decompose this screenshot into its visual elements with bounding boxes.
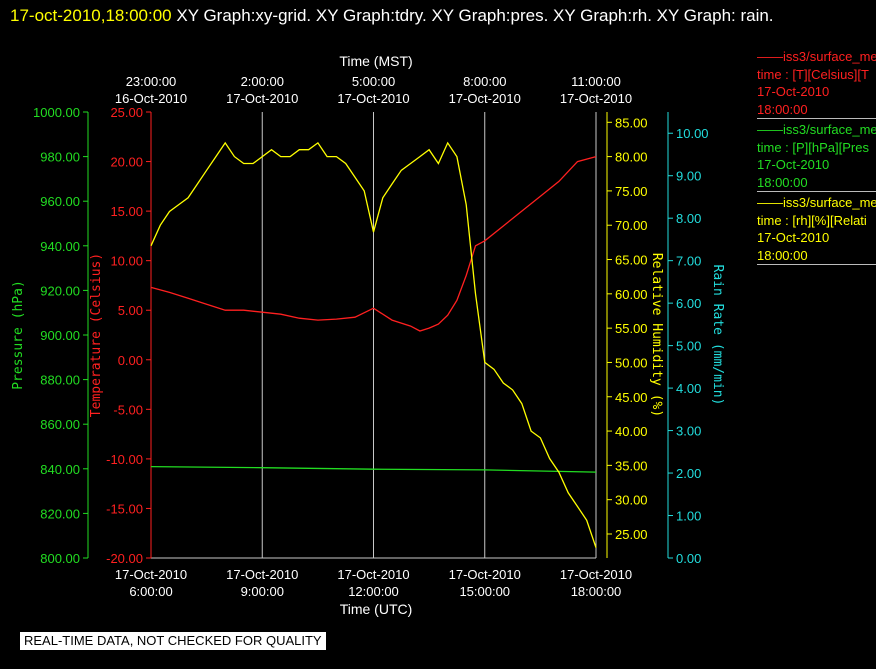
legend-time: 18:00:00 <box>757 247 808 263</box>
temperature-tick-label: 10.00 <box>110 254 143 269</box>
pressure-tick-label: 900.00 <box>40 328 80 343</box>
rh-tick-label: 50.00 <box>615 355 648 370</box>
temperature-tick-label: 15.00 <box>110 204 143 219</box>
rh-tick-label: 80.00 <box>615 150 648 165</box>
temperature-series-line <box>150 155 597 332</box>
rain-axis-label: Rain Rate (mm/min) <box>710 265 725 406</box>
rain-tick-label: 0.00 <box>676 551 701 566</box>
x-tick-time-utc: 9:00:00 <box>241 584 284 599</box>
x-tick-time-utc: 12:00:00 <box>348 584 399 599</box>
rh-tick-label: 85.00 <box>615 115 648 130</box>
rh-tick-label: 35.00 <box>615 458 648 473</box>
x-tick-time-mst: 8:00:00 <box>463 74 506 89</box>
axes <box>83 111 673 559</box>
pressure-tick-label: 940.00 <box>40 239 80 254</box>
rain-tick-label: 2.00 <box>676 466 701 481</box>
series-lines <box>150 141 597 548</box>
rain-tick-label: 6.00 <box>676 296 701 311</box>
grid-lines <box>150 112 597 558</box>
x-tick-date-mst: 17-Oct-2010 <box>337 91 409 106</box>
x-tick-time-utc: 6:00:00 <box>129 584 172 599</box>
rain-tick-label: 10.00 <box>676 126 709 141</box>
x-tick-time-mst: 2:00:00 <box>241 74 284 89</box>
pressure-tick-label: 1000.00 <box>33 105 80 120</box>
pressure-tick-label: 980.00 <box>40 150 80 165</box>
pressure-tick-label: 960.00 <box>40 194 80 209</box>
pressure-tick-label: 920.00 <box>40 283 80 298</box>
rh-tick-label: 30.00 <box>615 493 648 508</box>
title-graph-list: XY Graph:xy-grid. XY Graph:tdry. XY Grap… <box>176 6 774 25</box>
x-axis-label-utc: Time (UTC) <box>340 601 413 617</box>
rh-axis-label: Relative Humidity (%) <box>649 253 664 417</box>
legend-series: ——iss3/surface_me <box>757 122 876 137</box>
rh-tick-label: 65.00 <box>615 253 648 268</box>
page-title: 17-oct-2010,18:00:00 XY Graph:xy-grid. X… <box>10 2 860 30</box>
pressure-axis-label: Pressure (hPa) <box>11 280 26 390</box>
quality-disclaimer: REAL-TIME DATA, NOT CHECKED FOR QUALITY <box>20 632 326 650</box>
x-tick-date-utc: 17-Oct-2010 <box>449 567 521 582</box>
rain-tick-label: 4.00 <box>676 381 701 396</box>
x-axis-label-mst: Time (MST) <box>339 53 412 69</box>
pressure-tick-label: 840.00 <box>40 462 80 477</box>
legend-line2: time : [P][hPa][Pres <box>757 139 869 155</box>
pressure-series-line <box>150 465 597 473</box>
x-tick-time-mst: 5:00:00 <box>352 74 395 89</box>
title-timestamp: 17-oct-2010,18:00:00 <box>10 6 172 25</box>
temperature-tick-label: 0.00 <box>118 353 143 368</box>
temperature-tick-label: 20.00 <box>110 155 143 170</box>
legend-time: 18:00:00 <box>757 174 808 190</box>
rh-tick-label: 25.00 <box>615 527 648 542</box>
legend-date: 17-Oct-2010 <box>757 84 830 99</box>
x-tick-date-utc: 17-Oct-2010 <box>560 567 632 582</box>
rh-tick-label: 75.00 <box>615 184 648 199</box>
x-tick-date-utc: 17-Oct-2010 <box>115 567 187 582</box>
x-tick-time-mst: 11:00:00 <box>571 74 621 89</box>
x-tick-date-utc: 17-Oct-2010 <box>337 567 409 582</box>
rh-tick-label: 45.00 <box>615 390 648 405</box>
legend-series: ——iss3/surface_me <box>757 195 876 210</box>
temperature-axis-label: Temperature (Celsius) <box>89 253 104 417</box>
pressure-tick-label: 820.00 <box>40 506 80 521</box>
legend: ——iss3/surface_me time : [T][Celsius][T 17… <box>757 48 876 267</box>
x-tick-time-mst: 23:00:00 <box>126 74 177 89</box>
temperature-tick-label: -10.00 <box>106 452 143 467</box>
x-tick-time-utc: 15:00:00 <box>459 584 510 599</box>
temperature-tick-label: -5.00 <box>113 402 143 417</box>
legend-date: 17-Oct-2010 <box>757 230 830 245</box>
rain-tick-label: 7.00 <box>676 254 701 269</box>
axis-labels: 17-Oct-2010 6:00:00 17-Oct-2010 9:00:00 17-O… <box>11 53 725 617</box>
rain-tick-label: 5.00 <box>676 339 701 354</box>
x-tick-date-mst: 17-Oct-2010 <box>449 91 521 106</box>
rain-tick-label: 3.00 <box>676 424 701 439</box>
rh-tick-label: 70.00 <box>615 218 648 233</box>
rain-tick-label: 9.00 <box>676 169 701 184</box>
legend-date: 17-Oct-2010 <box>757 157 830 172</box>
legend-line2: time : [rh][%][Relati <box>757 212 867 228</box>
x-tick-date-mst: 17-Oct-2010 <box>560 91 632 106</box>
legend-series: ——iss3/surface_me <box>757 49 876 64</box>
legend-line2: time : [T][Celsius][T <box>757 66 869 82</box>
rh-series-line <box>150 141 597 548</box>
x-tick-date-mst: 17-Oct-2010 <box>226 91 298 106</box>
x-tick-date-mst: 16-Oct-2010 <box>115 91 187 106</box>
rh-tick-label: 40.00 <box>615 424 648 439</box>
pressure-tick-label: 800.00 <box>40 551 80 566</box>
legend-time: 18:00:00 <box>757 101 808 117</box>
pressure-tick-label: 880.00 <box>40 373 80 388</box>
rh-tick-label: 55.00 <box>615 321 648 336</box>
pressure-tick-label: 860.00 <box>40 417 80 432</box>
temperature-tick-label: 5.00 <box>118 303 143 318</box>
rh-tick-label: 60.00 <box>615 287 648 302</box>
x-tick-time-utc: 18:00:00 <box>571 584 622 599</box>
temperature-tick-label: -20.00 <box>106 551 143 566</box>
rain-tick-label: 1.00 <box>676 509 701 524</box>
temperature-tick-label: -15.00 <box>106 501 143 516</box>
temperature-tick-label: 25.00 <box>110 105 143 120</box>
x-tick-date-utc: 17-Oct-2010 <box>226 567 298 582</box>
rain-tick-label: 8.00 <box>676 211 701 226</box>
